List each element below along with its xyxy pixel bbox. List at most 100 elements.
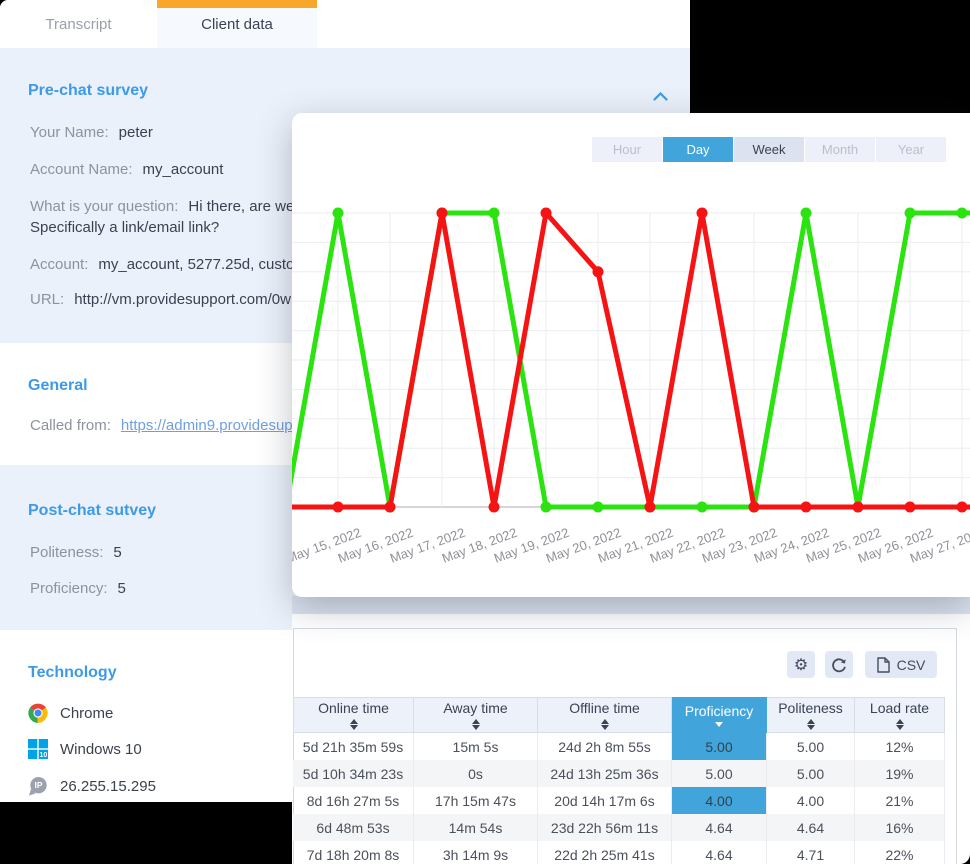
tab-client-data[interactable]: Client data <box>157 0 317 48</box>
range-tab-day[interactable]: Day <box>663 137 733 162</box>
stats-table: Online time Away time Offline time Profi… <box>293 697 945 864</box>
csv-button-label: CSV <box>896 656 926 673</box>
time-range-tabs: Hour Day Week Month Year <box>592 137 946 162</box>
field-value: 5 <box>117 580 126 597</box>
chrome-icon <box>28 703 48 723</box>
column-header-proficiency[interactable]: Proficiency <box>672 697 767 733</box>
column-header-offline-time[interactable]: Offline time <box>538 697 672 733</box>
field-politeness: Politeness: 5 <box>30 544 122 561</box>
tab-transcript-label: Transcript <box>45 15 112 33</box>
export-csv-button[interactable]: CSV <box>865 651 937 678</box>
field-label: What is your question: <box>30 198 179 215</box>
cell-offline-time: 22d 2h 25m 41s <box>538 841 672 864</box>
cell-away-time: 3h 14m 9s <box>414 841 538 864</box>
column-label: Online time <box>318 700 389 716</box>
sort-icon <box>349 719 358 730</box>
cell-away-time: 15m 5s <box>414 733 538 760</box>
range-tab-year[interactable]: Year <box>876 137 946 162</box>
table-row: 8d 16h 27m 5s 17h 15m 47s 20d 14h 17m 6s… <box>293 787 945 814</box>
cell-load-rate: 22% <box>855 841 945 864</box>
chevron-up-icon <box>653 91 668 101</box>
field-value: Hi there, are we <box>188 198 295 215</box>
cell-online-time: 6d 48m 53s <box>293 814 414 841</box>
field-account-name: Account Name: my_account <box>30 161 223 178</box>
column-label: Politeness <box>778 700 843 716</box>
sort-icon <box>895 719 904 730</box>
post-chat-survey-title: Post-chat sutvey <box>28 502 157 519</box>
cell-offline-time: 24d 13h 25m 36s <box>538 760 672 787</box>
field-value: my_account, 5277.25d, custor <box>98 256 300 273</box>
table-row: 7d 18h 20m 8s 3h 14m 9s 22d 2h 25m 41s 4… <box>293 841 945 864</box>
tech-item-label: 26.255.15.295 <box>60 777 156 795</box>
tab-client-data-label: Client data <box>201 15 273 33</box>
cell-politeness: 4.71 <box>767 841 855 864</box>
tech-item-os: 10 Windows 10 <box>28 739 142 759</box>
settings-button[interactable]: ⚙ <box>787 651 815 678</box>
svg-text:10: 10 <box>40 752 48 759</box>
cell-politeness: 4.00 <box>767 787 855 814</box>
column-header-load-rate[interactable]: Load rate <box>855 697 945 733</box>
column-header-politeness[interactable]: Politeness <box>767 697 855 733</box>
field-label: Proficiency: <box>30 580 108 597</box>
field-label: Account Name: <box>30 161 133 178</box>
tab-transcript[interactable]: Transcript <box>0 0 157 48</box>
field-value: my_account <box>142 161 224 178</box>
collapse-section-button[interactable] <box>653 88 668 106</box>
field-value: peter <box>118 124 153 141</box>
field-called-from: Called from: https://admin9.providesup <box>30 417 293 434</box>
svg-text:IP: IP <box>34 780 42 790</box>
field-label: Your Name: <box>30 124 109 141</box>
field-value: http://vm.providesupport.com/0w <box>74 291 291 308</box>
cell-politeness: 5.00 <box>767 733 855 760</box>
field-question: What is your question: Hi there, are we <box>30 198 294 215</box>
table-row: 5d 21h 35m 59s 15m 5s 24d 2h 8m 55s 5.00… <box>293 733 945 760</box>
field-label: Politeness: <box>30 544 104 561</box>
cell-load-rate: 16% <box>855 814 945 841</box>
cell-online-time: 8d 16h 27m 5s <box>293 787 414 814</box>
table-row: 5d 10h 34m 23s 0s 24d 13h 25m 36s 5.00 5… <box>293 760 945 787</box>
field-value: 5 <box>113 544 122 561</box>
stats-window: ⚙ CSV Online time Away time <box>292 614 970 864</box>
technology-title: Technology <box>28 664 117 681</box>
cell-away-time: 14m 54s <box>414 814 538 841</box>
cell-offline-time: 24d 2h 8m 55s <box>538 733 672 760</box>
field-value: Specifically a link/email link? <box>30 219 220 236</box>
cell-offline-time: 23d 22h 56m 11s <box>538 814 672 841</box>
sort-desc-icon <box>715 722 723 727</box>
column-header-away-time[interactable]: Away time <box>414 697 538 733</box>
cell-proficiency: 4.64 <box>672 841 767 864</box>
range-tab-hour[interactable]: Hour <box>592 137 662 162</box>
field-account: Account: my_account, 5277.25d, custor <box>30 256 299 273</box>
called-from-link[interactable]: https://admin9.providesup <box>120 417 293 434</box>
field-your-name: Your Name: peter <box>30 124 153 141</box>
general-title: General <box>28 377 88 394</box>
cell-proficiency: 4.64 <box>672 814 767 841</box>
column-label: Load rate <box>869 700 930 716</box>
column-header-online-time[interactable]: Online time <box>293 697 414 733</box>
gear-icon: ⚙ <box>793 656 809 674</box>
refresh-icon <box>832 657 846 672</box>
field-url: URL: http://vm.providesupport.com/0w <box>30 291 291 308</box>
range-tab-week[interactable]: Week <box>734 137 804 162</box>
field-label: URL: <box>30 291 65 308</box>
csv-file-icon <box>876 656 890 673</box>
stats-window-header-strip <box>292 596 970 614</box>
tech-item-browser: Chrome <box>28 703 113 723</box>
sort-icon <box>600 719 609 730</box>
cell-load-rate: 21% <box>855 787 945 814</box>
cell-politeness: 4.64 <box>767 814 855 841</box>
tech-item-ip: IP 26.255.15.295 <box>28 776 156 796</box>
cell-away-time: 0s <box>414 760 538 787</box>
table-row: 6d 48m 53s 14m 54s 23d 22h 56m 11s 4.64 … <box>293 814 945 841</box>
refresh-button[interactable] <box>825 651 853 678</box>
sort-icon <box>806 719 815 730</box>
range-tab-month[interactable]: Month <box>805 137 875 162</box>
cell-politeness: 5.00 <box>767 760 855 787</box>
cell-offline-time: 20d 14h 17m 6s <box>538 787 672 814</box>
cell-proficiency: 5.00 <box>672 733 767 760</box>
field-proficiency: Proficiency: 5 <box>30 580 126 597</box>
cell-proficiency: 4.00 <box>672 787 767 814</box>
field-label: Called from: <box>30 417 111 434</box>
